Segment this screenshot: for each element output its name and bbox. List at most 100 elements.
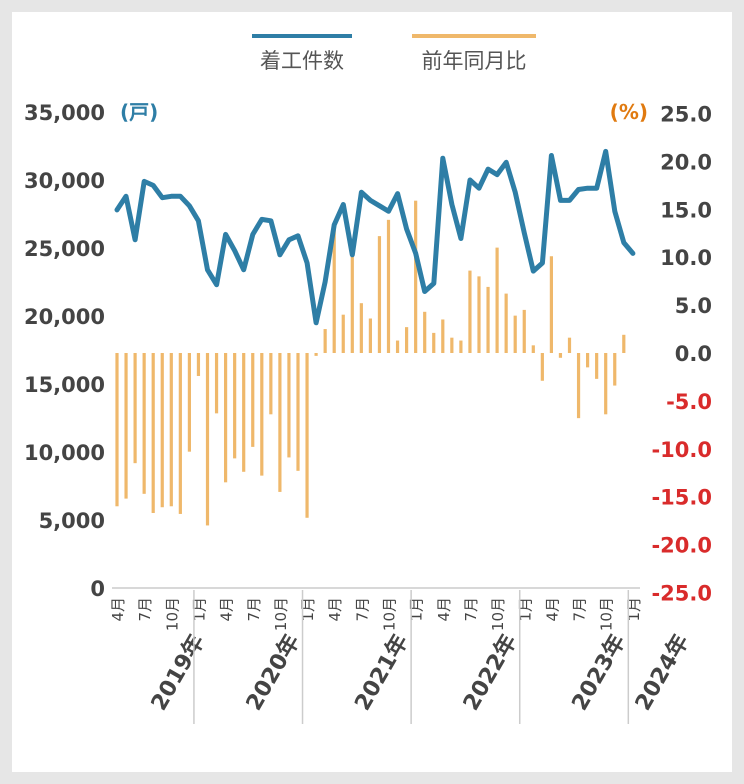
yoy-bar (178, 353, 182, 514)
yoy-bar (296, 353, 300, 471)
yoy-bar (622, 334, 626, 353)
yoy-bar (233, 353, 237, 459)
yoy-bar (540, 353, 544, 381)
yoy-bar (386, 219, 391, 353)
year-label: 2019年 (146, 630, 210, 715)
yoy-bar (242, 353, 246, 472)
right-tick-label: 20.0 (660, 150, 712, 174)
month-tick-label: 4月 (218, 597, 236, 622)
left-tick-label: 5,000 (39, 509, 105, 533)
right-tick-label: -25.0 (651, 582, 712, 606)
month-tick-label: 7月 (462, 597, 480, 622)
month-tick-label: 4月 (435, 597, 453, 622)
month-tick-label: 7月 (136, 597, 154, 622)
month-tick-label: 1月 (516, 597, 534, 622)
month-tick-label: 10月 (272, 597, 290, 631)
right-axis-unit: (%) (610, 100, 648, 124)
month-tick-label: 1月 (299, 597, 317, 622)
month-tick-label: 7月 (353, 597, 371, 622)
yoy-bar (558, 353, 563, 358)
yoy-bar (477, 276, 481, 353)
yoy-bar (214, 353, 219, 414)
yoy-bar (287, 353, 291, 458)
right-tick-label: 15.0 (660, 198, 712, 222)
month-tick-label: 7月 (571, 597, 589, 622)
yoy-bar (522, 309, 526, 353)
left-tick-label: 10,000 (24, 441, 105, 465)
chart-svg: 着工件数 前年同月比 (戸) (%) 0 5,000 10,000 15,000 20,000 2… (24, 34, 712, 724)
yoy-bar (169, 353, 173, 507)
right-tick-label: 10.0 (660, 246, 712, 270)
yoy-bar (260, 353, 264, 476)
yoy-bar (450, 337, 454, 353)
year-label: 2022年 (458, 630, 522, 715)
month-tick-label: 4月 (326, 597, 344, 622)
legend-label-line: 着工件数 (260, 49, 344, 73)
yoy-bar (423, 311, 427, 353)
month-tick-label: 10月 (381, 597, 399, 631)
left-tick-label: 15,000 (24, 373, 105, 397)
month-tick-label: 10月 (489, 597, 507, 631)
yoy-bar (486, 286, 490, 353)
right-tick-label: -15.0 (651, 486, 712, 510)
yoy-bar (567, 337, 572, 353)
right-tick-label: -5.0 (666, 390, 712, 414)
yoy-bar (441, 319, 445, 353)
yoy-bar (468, 270, 472, 353)
year-label: 2021年 (350, 630, 414, 715)
yoy-bar (323, 329, 327, 353)
yoy-bar (224, 353, 228, 483)
yoy-bar (133, 353, 137, 464)
yoy-bar (504, 293, 508, 353)
yoy-bar (359, 303, 363, 353)
yoy-bar (576, 353, 581, 419)
year-label: 2023年 (567, 630, 631, 715)
left-tick-label: 35,000 (24, 101, 105, 125)
yoy-bar (269, 353, 273, 415)
yoy-bar (196, 353, 201, 376)
yoy-bar (495, 247, 499, 353)
right-tick-label: 0.0 (675, 342, 712, 366)
yoy-bar (115, 353, 119, 507)
yoy-bar (513, 315, 517, 353)
yoy-bar (278, 353, 282, 492)
yoy-bar (350, 246, 354, 353)
yoy-bar (459, 340, 463, 353)
yoy-bar (305, 353, 309, 518)
yoy-bar (432, 332, 436, 353)
year-label: 2020年 (241, 630, 305, 715)
yoy-bar (549, 256, 553, 353)
month-tick-label: 4月 (543, 597, 561, 622)
left-tick-label: 30,000 (24, 169, 105, 193)
yoy-bar (613, 353, 617, 386)
yoy-bar (142, 353, 146, 494)
left-tick-label: 25,000 (24, 237, 105, 261)
yoy-bar (531, 345, 535, 353)
starts-line (114, 148, 636, 326)
yoy-bar (377, 236, 382, 353)
yoy-bar (604, 353, 608, 415)
yoy-bar (314, 353, 318, 356)
right-tick-label: 25.0 (660, 103, 712, 127)
yoy-bar (586, 353, 590, 368)
month-tick-label: 10月 (163, 597, 181, 631)
month-tick-label: 7月 (245, 597, 263, 622)
month-tick-label: 1月 (625, 597, 643, 622)
yoy-bar (341, 314, 345, 353)
left-axis-unit: (戸) (120, 100, 158, 124)
yoy-bar (414, 200, 418, 353)
legend-label-bar: 前年同月比 (422, 49, 527, 73)
yoy-bar (405, 327, 409, 353)
right-tick-label: -20.0 (651, 534, 712, 558)
chart-card: 着工件数 前年同月比 (戸) (%) 0 5,000 10,000 15,000 20,000 2… (12, 12, 732, 772)
yoy-bar (124, 353, 128, 499)
month-tick-label: 4月 (109, 597, 127, 622)
month-tick-label: 1月 (190, 597, 208, 622)
year-label: 2024年 (630, 630, 694, 715)
yoy-bar (151, 353, 155, 513)
yoy-bar (187, 353, 191, 452)
left-tick-label: 0 (90, 577, 105, 601)
yoy-bar (251, 353, 255, 447)
month-tick-label: 10月 (598, 597, 616, 631)
yoy-bar (160, 353, 164, 508)
